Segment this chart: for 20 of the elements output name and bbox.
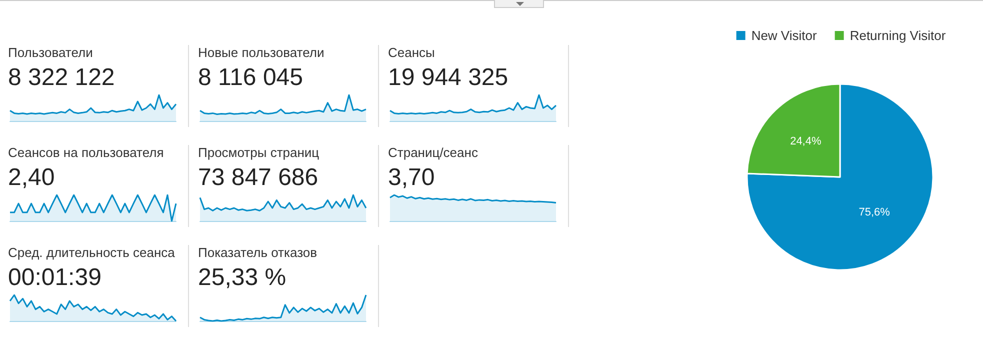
chart-title: Новые пользователи [198, 45, 326, 61]
chart-title: Пользователи [8, 45, 94, 61]
chart-title: Страниц/сеанс [388, 145, 479, 161]
data-label: 24,4% [790, 135, 822, 148]
chart-subtitle: 3,70 [388, 163, 436, 193]
chart-subtitle: 00:01:39 [8, 263, 102, 293]
chart-subtitle: 19 944 325 [388, 63, 510, 93]
chart-title: Сред. длительность сеанса [8, 245, 176, 261]
chart-subtitle: 8 116 045 [198, 63, 304, 93]
legend-label: New Visitor [751, 28, 818, 43]
chart-subtitle: 73 847 686 [198, 163, 320, 193]
data-label: 75,6% [858, 206, 890, 219]
chart-subtitle: 8 322 122 [8, 63, 116, 93]
legend-label: Returning Visitor [850, 28, 946, 43]
chart-title: Просмотры страниц [198, 145, 320, 161]
chart-subtitle: 25,33 % [198, 263, 288, 293]
chart-title: Сеансы [388, 45, 436, 61]
chart-title: Показатель отказов [198, 245, 318, 261]
chart-subtitle: 2,40 [8, 163, 56, 193]
chart-title: Сеансов на пользователя [8, 145, 165, 161]
